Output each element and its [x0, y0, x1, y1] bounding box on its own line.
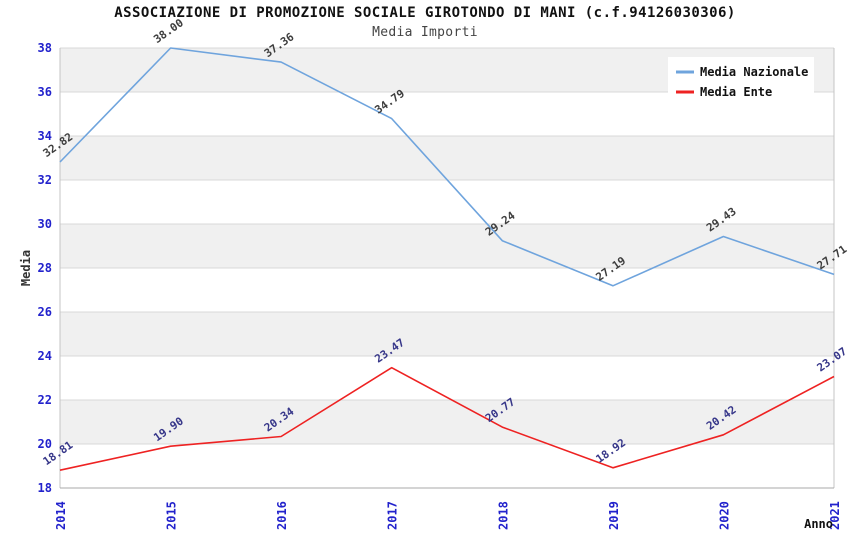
legend-label-media-nazionale: Media Nazionale: [700, 65, 808, 79]
x-tick-label: 2018: [496, 501, 510, 530]
plot-band: [60, 400, 834, 444]
y-tick-label: 18: [38, 481, 52, 495]
y-tick-label: 28: [38, 261, 52, 275]
y-tick-label: 20: [38, 437, 52, 451]
x-tick-label: 2015: [165, 501, 179, 530]
y-tick-label: 24: [38, 349, 52, 363]
plot-band: [60, 268, 834, 312]
y-tick-label: 26: [38, 305, 52, 319]
y-axis-title: Media: [19, 250, 33, 286]
plot-band: [60, 136, 834, 180]
legend-item-media-nazionale: Media Nazionale: [676, 65, 808, 79]
plot-band: [60, 444, 834, 488]
x-tick-label: 2016: [275, 501, 289, 530]
y-tick-label: 36: [38, 85, 52, 99]
legend-box: [668, 57, 814, 104]
y-tick-label: 34: [38, 129, 52, 143]
x-axis-title: Anno: [804, 517, 833, 531]
y-tick-label: 32: [38, 173, 52, 187]
plot-band: [60, 312, 834, 356]
chart-subtitle: Media Importi: [372, 25, 478, 40]
x-tick-label: 2017: [386, 501, 400, 530]
plot-band: [60, 356, 834, 400]
y-tick-label: 30: [38, 217, 52, 231]
x-tick-label: 2014: [54, 501, 68, 530]
x-tick-label: 2021: [828, 501, 842, 530]
plot-band: [60, 180, 834, 224]
chart-title: ASSOCIAZIONE DI PROMOZIONE SOCIALE GIROT…: [114, 5, 736, 21]
data-label-media-nazionale: 38.00: [151, 16, 186, 46]
x-tick-label: 2019: [607, 501, 621, 530]
legend-label-media-ente: Media Ente: [700, 85, 772, 99]
series-line-media-ente: [59, 366, 835, 471]
y-tick-label: 38: [38, 41, 52, 55]
legend-item-media-ente: Media Ente: [676, 85, 772, 99]
legend: Media Nazionale Media Ente: [668, 57, 814, 104]
x-tick-label: 2020: [717, 501, 731, 530]
plot-band: [60, 224, 834, 268]
series-line-media-nazionale: [59, 47, 835, 287]
y-tick-label: 22: [38, 393, 52, 407]
